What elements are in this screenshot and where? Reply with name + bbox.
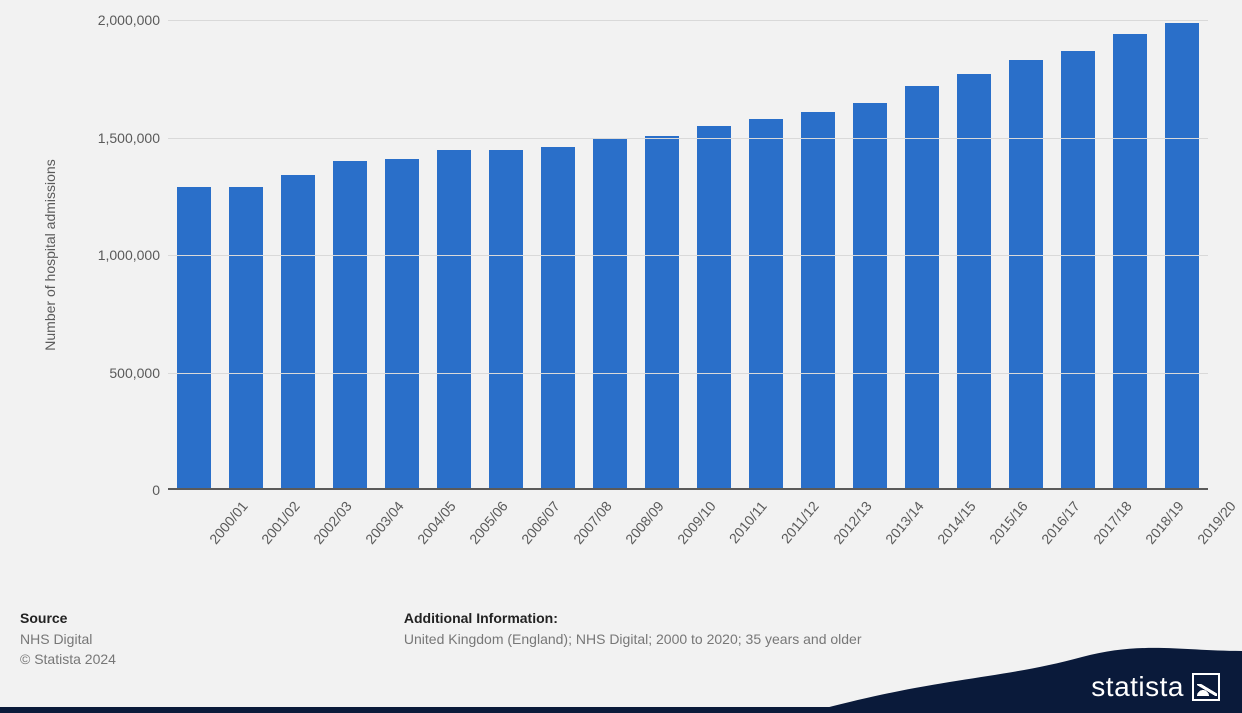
x-tick-label: 2006/07 xyxy=(518,498,563,547)
y-axis-title: Number of hospital admissions xyxy=(42,159,58,350)
grid-line xyxy=(168,255,1208,256)
bar xyxy=(1061,51,1095,488)
y-tick-label: 1,000,000 xyxy=(80,247,160,263)
x-tick-label: 2011/12 xyxy=(778,498,822,546)
grid-line xyxy=(168,20,1208,21)
y-tick-label: 1,500,000 xyxy=(80,130,160,146)
x-tick-label: 2008/09 xyxy=(622,498,667,547)
bar xyxy=(905,86,939,488)
bar xyxy=(801,112,835,488)
bar xyxy=(1009,60,1043,488)
bars-group xyxy=(168,20,1208,488)
additional-info-heading: Additional Information: xyxy=(404,610,1104,626)
x-tick-label: 2009/10 xyxy=(674,498,719,547)
x-tick-label: 2003/04 xyxy=(362,498,407,547)
bar xyxy=(489,150,523,488)
bar xyxy=(437,150,471,488)
bar xyxy=(333,161,367,488)
bar xyxy=(853,103,887,488)
grid-line xyxy=(168,138,1208,139)
y-tick-label: 2,000,000 xyxy=(80,12,160,28)
source-line-1: NHS Digital xyxy=(20,630,400,650)
x-tick-label: 2017/18 xyxy=(1090,498,1135,547)
x-tick-label: 2016/17 xyxy=(1038,498,1083,547)
chart-container: Number of hospital admissions 0 500,000 1,… xyxy=(0,0,1242,713)
x-tick-label: 2018/19 xyxy=(1142,498,1187,547)
bar xyxy=(1113,34,1147,488)
x-tick-label: 2012/13 xyxy=(830,498,875,547)
x-tick-label: 2001/02 xyxy=(258,498,303,547)
x-tick-label: 2000/01 xyxy=(206,498,251,547)
bar xyxy=(957,74,991,488)
x-tick-label: 2005/06 xyxy=(466,498,511,547)
brand-logo: statista xyxy=(1091,671,1220,703)
bar xyxy=(177,187,211,488)
bar xyxy=(229,187,263,488)
bar xyxy=(385,159,419,488)
y-tick-label: 500,000 xyxy=(80,365,160,381)
x-tick-label: 2007/08 xyxy=(570,498,615,547)
x-tick-label: 2019/20 xyxy=(1194,498,1239,547)
bottom-accent-bar xyxy=(0,707,1242,713)
grid-line xyxy=(168,373,1208,374)
x-tick-label: 2013/14 xyxy=(882,498,927,547)
source-block: Source NHS Digital © Statista 2024 xyxy=(20,610,400,669)
source-line-2: © Statista 2024 xyxy=(20,650,400,670)
x-tick-label: 2004/05 xyxy=(414,498,459,547)
y-tick-label: 0 xyxy=(80,482,160,498)
bar xyxy=(749,119,783,488)
plot-area xyxy=(168,20,1208,490)
x-tick-label: 2002/03 xyxy=(310,498,355,547)
x-tick-label: 2015/16 xyxy=(986,498,1031,547)
bar xyxy=(697,126,731,488)
brand-logo-mark-icon xyxy=(1192,673,1220,701)
bar xyxy=(541,147,575,488)
bar xyxy=(645,136,679,489)
x-tick-label: 2010/11 xyxy=(726,498,770,546)
bar xyxy=(281,175,315,488)
bar xyxy=(593,138,627,488)
brand-logo-text: statista xyxy=(1091,671,1184,703)
source-heading: Source xyxy=(20,610,400,626)
x-tick-label: 2014/15 xyxy=(934,498,979,547)
